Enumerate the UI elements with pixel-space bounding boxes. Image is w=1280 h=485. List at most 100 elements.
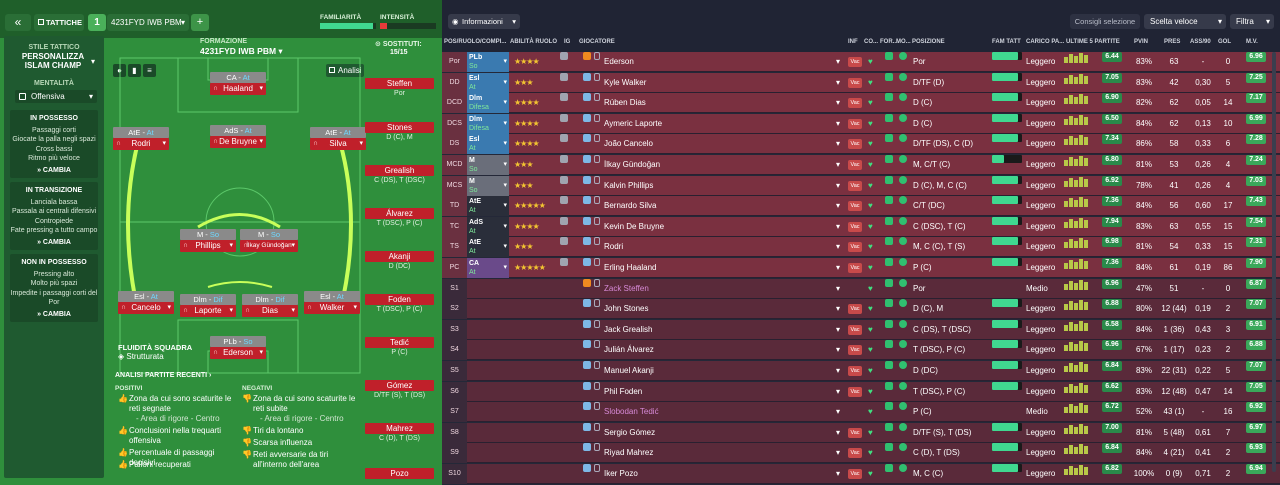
pitch-player-cancelo[interactable]: Esl - At Cancelo [118,291,174,314]
role-cell[interactable]: AtE At ▾ [467,237,509,258]
sub-foden[interactable]: Foden T (DSC), P (C) [365,294,434,313]
recent-analysis-title[interactable]: ANALISI PARTITE RECENTI › [115,372,212,379]
sub-steffen[interactable]: Steffen Por [365,78,434,97]
col-position[interactable]: POSIZIONE [912,39,945,45]
col-inf[interactable]: INF [848,39,858,45]
shirt-icon[interactable] [560,113,568,122]
table-row[interactable]: DD Esl At ▾ ★★★ Kyle Walker ▾ Vac ♥ D/TF (D) Legge… [442,72,1280,93]
chevron-down-icon[interactable]: ▾ [836,366,841,375]
sub-akanji[interactable]: Akanji D (DC) [365,251,434,270]
player-name[interactable]: Rúben Dias [604,98,646,108]
change-button[interactable]: » CAMBIA [37,167,71,175]
chevron-down-icon[interactable]: ▾ [836,180,841,190]
chevron-down-icon[interactable]: ▾ [836,118,841,128]
pitch-player-de-bruyne[interactable]: AdS - At De Bruyne [210,125,266,148]
col-fam[interactable]: FAM TATT [992,39,1021,45]
pos-cell[interactable]: DS [442,134,467,155]
col-pvin[interactable]: PVIN [1134,39,1149,45]
chevron-down-icon[interactable]: ▾ [836,407,841,417]
shirt-icon[interactable] [560,258,568,266]
formation-select[interactable]: 4231FYD IWB PBM ▾ [200,46,283,57]
player-name[interactable]: Erling Haaland [604,263,657,272]
table-row[interactable]: PC CA At ▾ ★★★★★ Erling Haaland ▾ Vac ♥ P (C) Legg… [442,258,1280,278]
table-row[interactable]: S10 Iker Pozo ▾ Vac ♥ M, C (C) Leggero 6.82 100%… [442,464,1280,484]
table-row[interactable]: S5 Manuel Akanji ▾ Vac ♥ D (DC) Leggero 6.84 83%… [442,361,1280,381]
shirt-icon[interactable] [560,134,568,143]
player-name[interactable]: João Cancelo [604,139,653,149]
col-form[interactable]: FOR... [880,39,898,45]
sub-grealish[interactable]: Grealish C (DS), T (DSC) [365,165,434,184]
table-row[interactable]: S4 Julián Álvarez ▾ Vac ♥ T (DSC), P (C) Legge… [442,340,1280,361]
tactics-tab[interactable]: TATTICHE [34,14,84,31]
shirt-icon[interactable] [560,175,568,184]
pitch-player-rodri[interactable]: AtE - At Rodri [113,127,169,150]
pos-cell[interactable]: S1 [442,278,467,299]
role-cell[interactable]: AtE At ▾ [467,196,509,217]
table-row[interactable]: MCD M So ▾ ★★★ İlkay Gündoğan ▾ Vac ♥ M, C/T (C) L… [442,155,1280,175]
chart-icon[interactable]: ▮ [128,64,141,77]
table-row[interactable]: MCS M So ▾ ★★★ Kalvin Phillips ▾ Vac ♥ D (C), M, … [442,175,1280,196]
table-row[interactable]: S8 Sergio Gómez ▾ Vac ♥ D/TF (S), T (DS) Legge… [442,422,1280,443]
table-row[interactable]: TD AtE At ▾ ★★★★★ Bernardo Silva ▾ Vac ♥ C/T (DC)… [442,196,1280,217]
col-player[interactable]: GIOCATORE [579,39,615,45]
view-select[interactable]: ◉ Informazioni ▾ [448,14,520,29]
col-gol[interactable]: GOL [1218,39,1231,45]
pos-cell[interactable]: MCS [442,175,467,196]
shirt-icon[interactable] [560,216,568,225]
pos-cell[interactable]: S10 [442,464,467,484]
table-row[interactable]: S2 John Stones ▾ Vac ♥ D (C), M Leggero 6.88 80%… [442,299,1280,320]
table-row[interactable]: DCD Dlm Difesa ▾ ★★★★ Rúben Dias ▾ Vac ♥ D (C) Leg… [442,93,1280,114]
list-icon[interactable]: ≡ [143,64,156,77]
chevron-down-icon[interactable]: ▾ [836,469,841,478]
col-role-ability[interactable]: ABILITÀ RUOLO [510,39,557,45]
role-cell[interactable]: Dlm Difesa ▾ [467,93,509,114]
col-last5[interactable]: ULTIME 5 PARTITE [1066,39,1120,45]
shirt-icon[interactable] [560,196,568,205]
col-load[interactable]: CARICO PA... [1026,39,1065,45]
player-name[interactable]: Kevin De Bruyne [604,221,665,231]
back-button[interactable]: « [5,14,31,31]
role-cell[interactable]: PLb So ▾ [467,52,509,72]
pos-cell[interactable]: S2 [442,299,467,320]
player-name[interactable]: John Stones [604,304,649,314]
chevron-down-icon[interactable]: ▾ [836,345,841,355]
pitch-player-dias[interactable]: Dlm - Dif Dias [242,294,298,317]
pos-cell[interactable]: DCS [442,113,467,134]
add-tactic-button[interactable]: + [191,14,209,31]
chevron-down-icon[interactable]: ▾ [836,201,841,211]
player-name[interactable]: Kalvin Phillips [604,180,654,190]
change-button[interactable]: » CAMBIA [37,239,71,247]
pos-cell[interactable]: DCD [442,93,467,114]
pitch-player-silva[interactable]: AtE - At Silva [310,127,366,150]
player-name[interactable]: İlkay Gündoğan [604,160,661,169]
quick-pick-select[interactable]: Scelta veloce ▾ [1144,14,1226,29]
chevron-down-icon[interactable]: ▾ [836,221,841,231]
pos-cell[interactable]: DD [442,72,467,93]
role-cell[interactable]: Esl At ▾ [467,134,509,155]
shirt-icon[interactable] [560,155,568,163]
chevron-down-icon[interactable]: ▾ [836,427,841,437]
role-cell[interactable]: Dlm Difesa ▾ [467,113,509,134]
col-pos[interactable]: POS/RUOLO/COMPI... [444,39,507,45]
table-row[interactable]: S3 Jack Grealish ▾ Vac ♥ C (DS), T (DSC) Legge… [442,319,1280,340]
chevron-down-icon[interactable]: ▾ [836,160,841,169]
player-name[interactable]: Sergio Gómez [604,427,656,437]
pos-cell[interactable]: S9 [442,443,467,464]
pos-cell[interactable]: S3 [442,319,467,340]
player-name[interactable]: Bernardo Silva [604,201,657,211]
chevron-down-icon[interactable]: ▾ [836,304,841,314]
role-cell[interactable]: CA At ▾ [467,258,509,278]
table-row[interactable]: TS AtE At ▾ ★★★ Rodri ▾ Vac ♥ M, C (C), T (S) Legg… [442,237,1280,258]
chevron-down-icon[interactable]: ▾ [836,263,841,272]
tactic-selector[interactable]: 4231FYD IWB PBM ▾ [107,14,189,31]
pos-cell[interactable]: TD [442,196,467,217]
player-name[interactable]: Aymeric Laporte [604,118,663,128]
chevron-down-icon[interactable]: ▾ [836,139,841,149]
sub-alvarez[interactable]: Álvarez T (DSC), P (C) [365,208,434,227]
selection-advice-button[interactable]: Consigli selezione [1070,14,1140,29]
chevron-down-icon[interactable]: ▾ [836,386,841,396]
col-ig[interactable]: IG [564,39,571,45]
player-name[interactable]: Manuel Akanji [604,366,654,375]
sub-stones[interactable]: Stones D (C), M [365,122,434,141]
pitch-player-gundogan[interactable]: M - So İlkay Gündoğan [240,229,298,252]
